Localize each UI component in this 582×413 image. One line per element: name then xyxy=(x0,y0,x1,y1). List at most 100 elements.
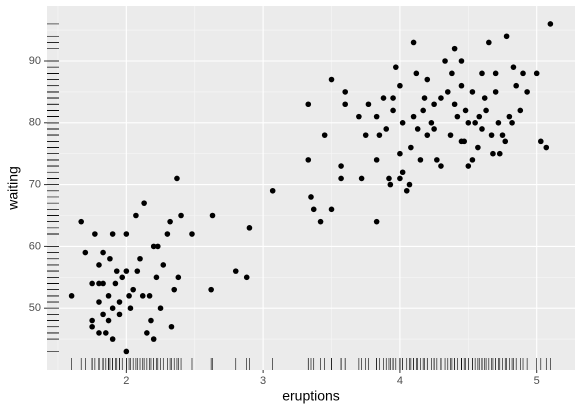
point xyxy=(397,150,403,157)
point xyxy=(150,243,157,250)
point xyxy=(393,64,399,70)
point xyxy=(376,132,383,138)
point xyxy=(126,293,132,299)
point xyxy=(96,280,102,287)
point xyxy=(105,293,112,299)
point xyxy=(479,126,485,132)
point xyxy=(386,175,392,182)
point xyxy=(116,299,123,305)
point xyxy=(321,132,328,138)
point xyxy=(116,311,123,318)
point xyxy=(269,187,276,194)
point xyxy=(100,311,106,318)
point xyxy=(92,231,98,237)
point xyxy=(447,132,454,138)
point xyxy=(109,231,116,237)
point xyxy=(137,255,143,262)
point xyxy=(538,138,544,145)
point xyxy=(362,132,369,138)
point xyxy=(328,76,335,83)
point xyxy=(310,206,317,213)
y-tick-label: 90 xyxy=(29,55,41,67)
y-tick-label: 60 xyxy=(29,240,41,252)
point xyxy=(543,144,550,151)
point xyxy=(100,249,106,256)
point xyxy=(413,70,420,77)
point xyxy=(380,95,387,101)
point xyxy=(160,262,167,268)
y-axis-title: waiting xyxy=(5,166,21,211)
point xyxy=(157,305,164,312)
point xyxy=(123,231,130,237)
point xyxy=(171,286,178,293)
point xyxy=(424,132,431,138)
x-axis-title: eruptions xyxy=(282,388,340,404)
point xyxy=(78,218,84,225)
point xyxy=(421,95,428,101)
point xyxy=(458,82,465,89)
point xyxy=(167,218,173,225)
point xyxy=(390,95,396,101)
point xyxy=(139,293,146,299)
point xyxy=(431,101,437,108)
point xyxy=(208,286,214,293)
point xyxy=(492,89,499,95)
point xyxy=(406,181,413,188)
point xyxy=(96,330,102,336)
point xyxy=(105,317,112,324)
point xyxy=(495,120,502,126)
point xyxy=(476,113,483,120)
y-tick-label: 80 xyxy=(29,117,41,129)
point xyxy=(232,268,239,274)
point xyxy=(68,293,75,299)
point xyxy=(488,132,495,138)
point xyxy=(506,113,513,120)
point xyxy=(317,218,324,225)
point xyxy=(499,132,506,138)
y-tick-label: 50 xyxy=(29,302,41,314)
point xyxy=(397,175,403,182)
point xyxy=(454,113,461,120)
point xyxy=(517,107,524,114)
point xyxy=(399,120,406,126)
point xyxy=(308,194,314,200)
point xyxy=(123,268,130,274)
point xyxy=(462,107,469,114)
point xyxy=(130,286,136,293)
point xyxy=(356,113,362,120)
point xyxy=(486,39,492,46)
point xyxy=(503,33,510,40)
point xyxy=(365,101,372,108)
point xyxy=(100,280,106,287)
point xyxy=(153,274,160,281)
point xyxy=(510,64,517,70)
point xyxy=(492,70,499,77)
point xyxy=(410,113,417,120)
point xyxy=(472,120,478,126)
point xyxy=(458,58,465,64)
point xyxy=(502,138,509,145)
point xyxy=(358,175,365,182)
point xyxy=(174,175,180,182)
point xyxy=(490,150,496,157)
point xyxy=(146,293,153,299)
point xyxy=(428,120,435,126)
point xyxy=(469,89,476,95)
point xyxy=(373,113,380,120)
point xyxy=(89,323,95,330)
point xyxy=(109,305,116,312)
point xyxy=(449,70,455,77)
point xyxy=(328,206,335,213)
point xyxy=(338,175,344,182)
point xyxy=(243,274,250,281)
point xyxy=(465,163,472,169)
point xyxy=(175,274,182,281)
y-tick-label: 70 xyxy=(29,179,41,191)
point xyxy=(547,21,554,27)
point xyxy=(442,58,448,64)
point xyxy=(154,243,161,250)
point xyxy=(141,200,147,206)
point xyxy=(113,268,120,274)
